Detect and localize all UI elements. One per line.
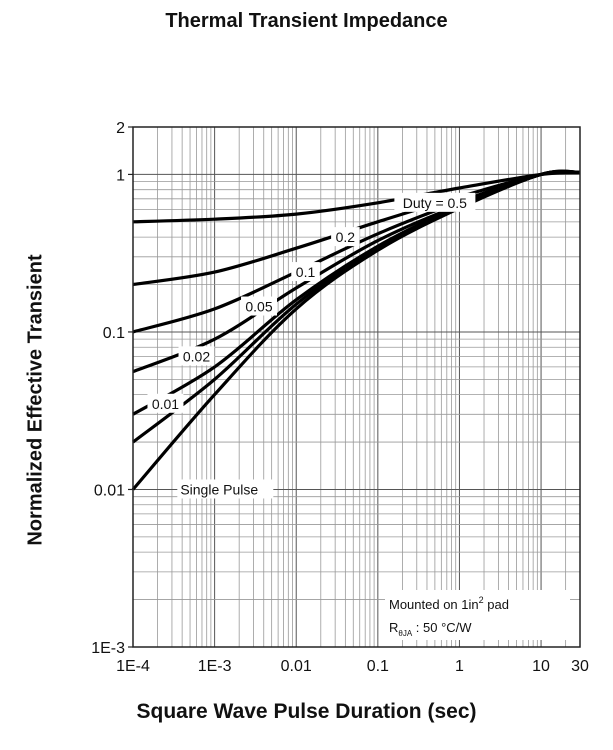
series-label-background <box>291 262 320 282</box>
y-tick-label: 0.01 <box>94 482 125 499</box>
series-label-background <box>394 192 476 212</box>
series-label-background <box>147 393 184 413</box>
series-label: 0.05 <box>245 299 272 315</box>
x-tick-label: 1E-3 <box>198 658 232 675</box>
chart-title: Thermal Transient Impedance <box>165 10 448 32</box>
x-tick-label: 1E-4 <box>116 658 150 675</box>
series-line <box>132 169 581 444</box>
series-line <box>131 169 581 491</box>
series-label: 0.02 <box>183 348 210 364</box>
series-labels: Duty = 0.5 0.2 0.1 0.05 0.02 0.01 Single Pulse <box>147 192 476 499</box>
y-tick-label: 0.1 <box>103 325 125 342</box>
grid <box>132 126 581 648</box>
plot-frame <box>132 126 581 648</box>
series-label-background <box>241 296 278 316</box>
y-tick-label: 1E-3 <box>91 640 125 657</box>
x-tick-label: 0.01 <box>281 658 312 675</box>
series-line <box>132 170 581 224</box>
series-line <box>132 169 581 416</box>
y-tick-label: 2 <box>116 120 125 137</box>
series-label: Single Pulse <box>180 481 258 497</box>
annotation-background <box>385 590 570 640</box>
series-label-background <box>178 346 215 366</box>
y-tick-label: 1 <box>116 167 125 184</box>
x-tick-label: 0.1 <box>367 658 389 675</box>
annotation-line-2: RθJA : 50 °C/W <box>389 620 472 638</box>
series-label: 0.1 <box>296 264 316 280</box>
series-label: 0.01 <box>152 396 179 412</box>
x-tick-label: 10 <box>532 658 550 675</box>
annotation-line-1: Mounted on 1in2 pad <box>389 595 509 612</box>
series-label: 0.2 <box>336 229 356 245</box>
series-group <box>131 169 581 491</box>
x-tick-label: 1 <box>455 658 464 675</box>
x-tick-label: 30 <box>571 658 589 675</box>
x-axis-label: Square Wave Pulse Duration (sec) <box>136 700 477 723</box>
series-label: Duty = 0.5 <box>403 195 467 211</box>
series-line <box>132 169 581 374</box>
mounting-annotation: Mounted on 1in2 pad RθJA : 50 °C/W <box>385 590 570 640</box>
series-label-background <box>331 227 360 247</box>
series-label-background <box>177 479 274 499</box>
